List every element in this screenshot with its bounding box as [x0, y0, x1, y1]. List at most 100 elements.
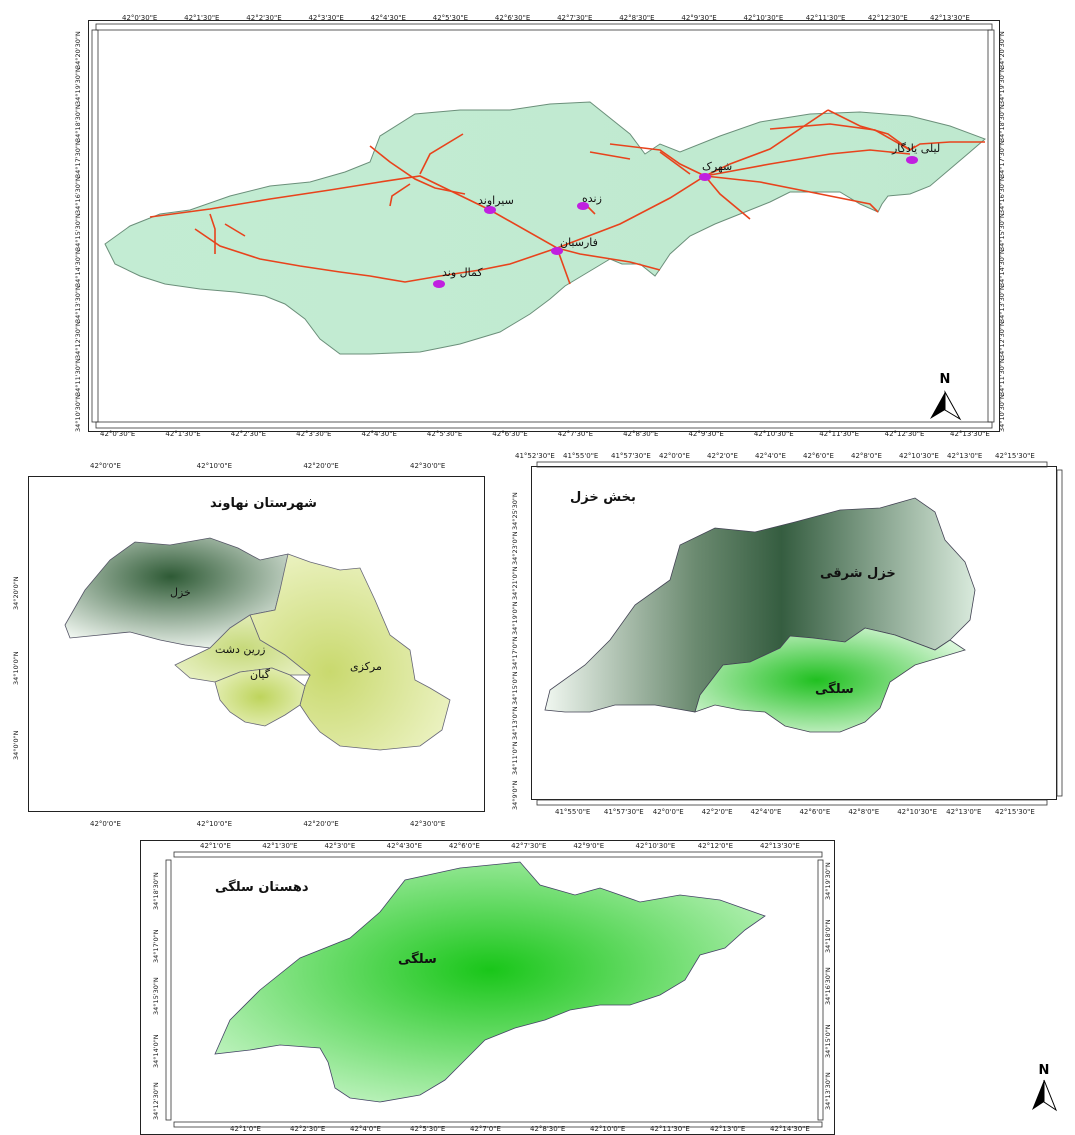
longitude-tick-label: 42°15'30"E	[995, 452, 1035, 460]
left-scale-bar	[91, 29, 99, 423]
longitude-tick-label: 41°55'0"E	[555, 808, 591, 816]
longitude-tick-label: 41°52'30"E	[515, 452, 555, 460]
longitude-tick-label: 42°2'30"E	[246, 14, 282, 22]
latitude-tick-label: 34°18'30"N	[74, 103, 82, 142]
longitude-tick-label: 42°3'30"E	[296, 430, 332, 438]
longitude-tick-label: 42°30'0"E	[410, 820, 446, 828]
right-scale-bar	[1056, 469, 1063, 797]
longitude-tick-label: 42°10'30"E	[897, 808, 938, 816]
longitude-tick-label: 42°8'0"E	[848, 808, 880, 816]
top-scale-bar	[173, 851, 823, 858]
region-solgi	[694, 627, 966, 733]
region-label: سلگی	[815, 682, 854, 697]
longitude-tick-label: 42°0'30"E	[122, 14, 158, 22]
latitude-tick-label: 34°17'0"N	[511, 636, 519, 670]
longitude-tick-label: 42°4'30"E	[370, 14, 406, 22]
region-label: زرین دشت	[215, 643, 266, 656]
latitude-tick-label: 34°19'0"N	[511, 601, 519, 635]
village-label: کمال وند	[442, 266, 483, 279]
latitude-tick-label: 34°17'30"N	[998, 140, 1006, 178]
longitude-tick-label: 42°13'30"E	[760, 842, 800, 850]
longitude-tick-label: 42°6'30"E	[494, 14, 531, 22]
region-label: مرکزی	[350, 660, 382, 673]
village-marker	[551, 247, 563, 255]
latitude-tick-label: 34°16'30"N	[824, 967, 832, 1005]
longitude-tick-label: 42°11'30"E	[819, 430, 860, 438]
longitude-tick-label: 42°7'30"E	[557, 430, 594, 438]
longitude-tick-label: 42°6'30"E	[492, 430, 528, 438]
longitude-tick-label: 42°1'0"E	[230, 1125, 261, 1133]
longitude-tick-label: 42°12'30"E	[884, 430, 925, 438]
latitude-tick-label: 34°14'30"N	[998, 249, 1006, 287]
north-arrow: N	[1030, 1063, 1058, 1122]
longitude-tick-label: 42°8'30"E	[623, 430, 659, 438]
village-label: لیلی یادگار	[892, 142, 941, 155]
longitude-tick-label: 42°13'0"E	[710, 1125, 746, 1133]
longitude-tick-label: 42°10'0"E	[590, 1125, 626, 1133]
latitude-tick-label: 34°12'30"N	[74, 321, 82, 360]
longitude-tick-label: 42°20'0"E	[303, 820, 339, 828]
latitude-tick-label: 34°11'0"N	[511, 741, 519, 775]
longitude-tick-label: 42°20'0"E	[303, 462, 339, 470]
latitude-tick-label: 34°20'30"N	[998, 31, 1006, 69]
longitude-tick-label: 42°8'30"E	[530, 1125, 566, 1133]
latitude-tick-label: 34°16'30"N	[998, 176, 1006, 215]
latitude-tick-label: 34°19'30"N	[74, 67, 82, 106]
latitude-tick-label: 34°13'30"N	[74, 285, 82, 324]
longitude-tick-label: 42°2'0"E	[707, 452, 738, 460]
latitude-tick-label: 34°18'30"N	[998, 103, 1006, 142]
latitude-tick-label: 34°0'0"N	[12, 730, 20, 760]
region-label: گیان	[250, 668, 270, 681]
latitude-tick-label: 34°15'0"N	[824, 1023, 832, 1058]
longitude-tick-label: 42°9'0"E	[573, 842, 605, 850]
latitude-tick-label: 34°16'30"N	[74, 176, 82, 215]
longitude-tick-label: 42°12'0"E	[697, 842, 734, 850]
longitude-tick-label: 42°0'0"E	[90, 462, 121, 470]
longitude-tick-label: 42°13'30"E	[950, 430, 990, 438]
longitude-tick-label: 42°4'30"E	[386, 842, 422, 850]
longitude-tick-label: 42°6'0"E	[799, 808, 831, 816]
latitude-tick-label: 34°18'0"N	[824, 918, 832, 953]
latitude-tick-label: 34°11'30"N	[998, 357, 1006, 396]
latitude-tick-label: 34°20'0"N	[12, 576, 20, 610]
longitude-tick-label: 42°5'30"E	[432, 14, 469, 22]
map-title: دهستان سلگی	[215, 880, 309, 895]
longitude-tick-label: 42°10'0"E	[196, 820, 232, 828]
latitude-tick-label: 34°15'30"N	[74, 212, 82, 251]
longitude-tick-label: 42°8'30"E	[619, 14, 655, 22]
village-marker	[577, 202, 589, 210]
longitude-tick-label: 42°0'0"E	[659, 452, 690, 460]
right-scale-bar	[817, 859, 824, 1121]
latitude-tick-label: 34°12'30"N	[152, 1082, 160, 1120]
longitude-tick-label: 42°1'30"E	[184, 14, 220, 22]
latitude-tick-label: 34°10'30"N	[74, 394, 82, 432]
latitude-tick-label: 34°9'0"N	[511, 780, 519, 810]
latitude-tick-label: 34°13'30"N	[998, 285, 1006, 324]
map-villages-panel: لیلی یادگار شهرک زنده سیراوند فارسبان کم…	[70, 14, 1020, 442]
longitude-tick-label: 42°2'30"E	[230, 430, 267, 438]
region-label: سلگی	[398, 952, 437, 967]
longitude-tick-label: 42°7'30"E	[511, 842, 547, 850]
longitude-tick-label: 42°0'0"E	[90, 820, 121, 828]
longitude-tick-label: 42°15'30"E	[995, 808, 1035, 816]
latitude-tick-label: 34°14'30"N	[74, 249, 82, 287]
north-label: N	[1038, 1063, 1050, 1078]
longitude-tick-label: 42°7'30"E	[557, 14, 593, 22]
latitude-tick-label: 34°14'0"N	[152, 1033, 160, 1068]
longitude-tick-label: 42°10'0"E	[196, 462, 232, 470]
longitude-tick-label: 42°3'30"E	[308, 14, 344, 22]
map-rural-panel: دهستان سلگی سلگی 42°1'0"E 42°1'30"E 42°3'0…	[140, 840, 840, 1135]
top-scale-bar	[95, 23, 993, 31]
village-marker	[484, 206, 496, 214]
north-label: N	[939, 372, 951, 387]
longitude-tick-label: 42°7'0"E	[470, 1125, 501, 1133]
latitude-tick-label: 34°15'30"N	[152, 977, 160, 1015]
longitude-tick-label: 42°5'30"E	[426, 430, 463, 438]
latitude-tick-label: 34°18'30"N	[152, 872, 160, 910]
village-markers	[433, 156, 918, 288]
latitude-tick-label: 34°13'0"N	[511, 706, 519, 740]
longitude-tick-label: 42°11'30"E	[805, 14, 846, 22]
latitude-tick-label: 34°11'30"N	[74, 357, 82, 396]
region-label: خزل شرقی	[820, 566, 896, 581]
village-label: شهرک	[702, 160, 733, 173]
